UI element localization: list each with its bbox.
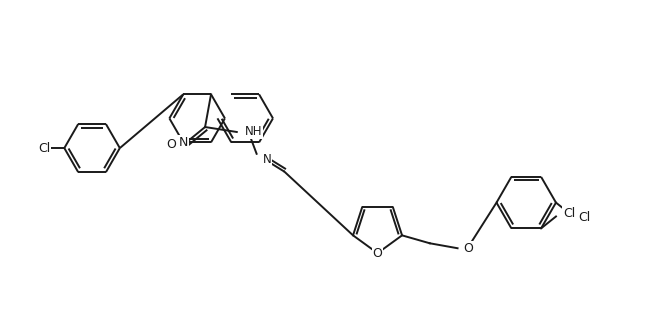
Text: NH: NH [245,126,263,139]
Text: O: O [167,139,176,152]
Text: N: N [178,136,188,149]
Text: Cl: Cl [578,211,590,224]
Text: O: O [464,242,473,255]
Text: Cl: Cl [563,207,575,220]
Text: N: N [263,153,271,166]
Text: O: O [373,247,383,260]
Text: Cl: Cl [38,142,50,155]
